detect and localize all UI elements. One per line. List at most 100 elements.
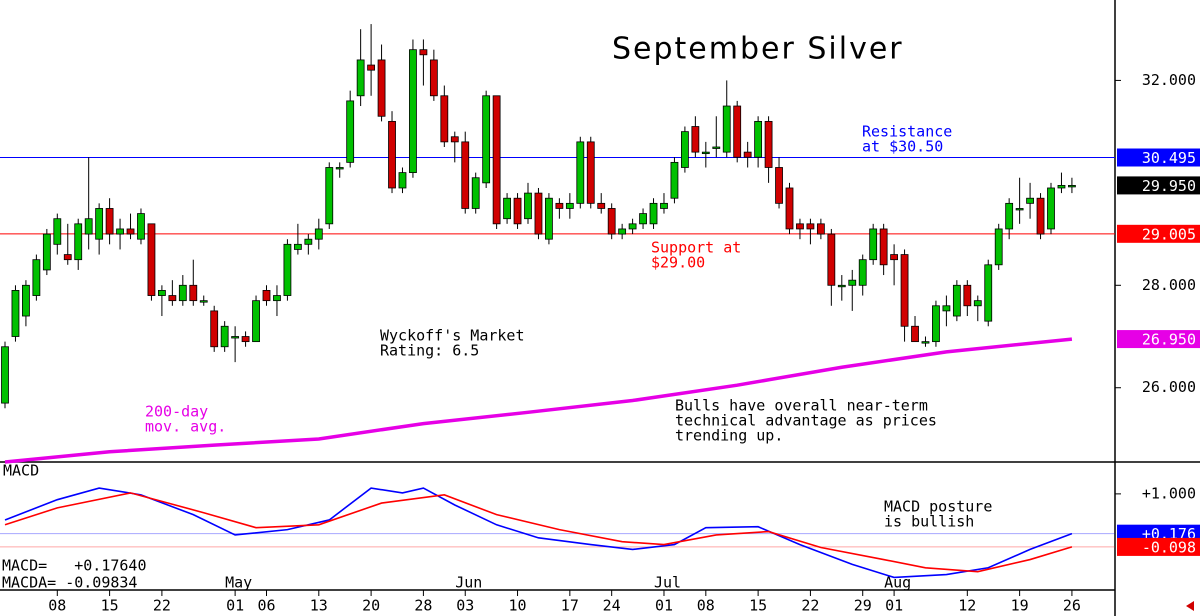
- candle-body: [335, 167, 344, 170]
- candle-body: [722, 105, 731, 153]
- level-box: [1117, 224, 1200, 243]
- candle-body: [377, 59, 386, 117]
- chart-title: September Silver: [612, 32, 904, 67]
- candle-body: [837, 284, 846, 288]
- candle-body: [210, 310, 219, 348]
- candle-body: [743, 151, 752, 158]
- candle-body: [53, 218, 62, 245]
- candle-body: [388, 120, 396, 189]
- y-tick-label: 32.000: [1142, 71, 1196, 89]
- candle-body: [816, 223, 825, 235]
- candle-body: [178, 284, 187, 302]
- line: [4, 487, 1073, 579]
- candle-body: [848, 279, 857, 286]
- candle-body: [1, 346, 9, 404]
- candle-body: [293, 243, 302, 250]
- candle-body: [869, 228, 878, 261]
- x-tick-label: 20: [362, 597, 380, 615]
- annotation: Wyckoff's Market: [380, 327, 525, 345]
- macd-title: MACD: [3, 462, 39, 480]
- y-tick-label: 28.000: [1142, 276, 1196, 294]
- x-tick-label: 15: [749, 597, 767, 615]
- x-tick-label: 26: [1063, 597, 1081, 615]
- candle-body: [231, 336, 240, 339]
- candle-body: [168, 295, 177, 302]
- annotation: Resistance: [862, 123, 952, 141]
- candle-body: [513, 197, 522, 225]
- candle-body: [1026, 197, 1034, 204]
- candle-body: [649, 202, 658, 225]
- x-tick-label: 08: [48, 597, 66, 615]
- candle-body: [670, 161, 679, 199]
- candle-body: [1005, 202, 1014, 230]
- candle-body: [304, 238, 313, 245]
- candle-body: [1068, 185, 1076, 188]
- x-tick-label: 01: [226, 597, 244, 615]
- candle-body: [952, 284, 961, 317]
- candle-body: [900, 254, 909, 327]
- candle-body: [63, 254, 72, 261]
- candle-body: [691, 126, 700, 153]
- candle-body: [273, 295, 281, 302]
- candle-body: [325, 167, 334, 225]
- candle-body: [346, 100, 355, 163]
- x-tick-label: 29: [854, 597, 872, 615]
- candle-body: [42, 233, 51, 271]
- candle-body: [461, 141, 470, 209]
- x-tick-label: 06: [257, 597, 275, 615]
- candle-body: [984, 264, 993, 322]
- candle-body: [534, 192, 543, 235]
- candle-body: [994, 228, 1003, 266]
- month-label: Jun: [455, 574, 482, 592]
- candle-body: [126, 228, 135, 235]
- level-label: 29.005: [1142, 225, 1196, 243]
- candle-body: [1047, 187, 1055, 230]
- level-box: [1117, 330, 1200, 349]
- candle-body: [597, 202, 606, 209]
- candle-body: [1015, 208, 1024, 211]
- x-tick-label: 17: [561, 597, 579, 615]
- x-tick-label: 01: [885, 597, 903, 615]
- candle-body: [220, 325, 229, 348]
- x-tick-label: 19: [1011, 597, 1029, 615]
- candle-body: [879, 228, 888, 266]
- candle-body: [628, 223, 637, 230]
- candle-body: [503, 197, 511, 220]
- candle-body: [701, 151, 710, 155]
- candle-body: [586, 141, 595, 204]
- level-label: -0.098: [1142, 538, 1196, 556]
- candle-body: [775, 167, 783, 204]
- candle-body: [157, 290, 166, 296]
- x-tick-label: 01: [655, 597, 673, 615]
- x-tick-label: 28: [414, 597, 432, 615]
- candle-body: [241, 336, 250, 343]
- candle-body: [32, 259, 41, 296]
- candle-body: [482, 95, 491, 184]
- scroll-arrow[interactable]: [1186, 601, 1194, 611]
- line: [4, 492, 1073, 573]
- candle-body: [1057, 185, 1066, 189]
- candle-body: [681, 131, 689, 168]
- level-label: 30.495: [1142, 149, 1196, 167]
- level-label: 26.950: [1142, 331, 1196, 349]
- candle-body: [252, 300, 260, 343]
- candle-body: [827, 233, 836, 286]
- candle-body: [471, 177, 480, 209]
- candle-body: [367, 64, 376, 71]
- annotation: at $30.50: [862, 138, 943, 156]
- candle-body: [440, 95, 449, 143]
- month-label: May: [225, 574, 252, 592]
- candle-body: [733, 105, 742, 158]
- level-box: [1117, 176, 1200, 195]
- candle-body: [116, 228, 124, 235]
- candle-body: [639, 213, 647, 225]
- candle-body: [1036, 197, 1045, 235]
- annotation: MACDA= -0.09834: [2, 574, 137, 592]
- candle-body: [105, 208, 114, 235]
- annotation: is bullish: [884, 513, 974, 531]
- annotation: Bulls have overall near-term: [675, 397, 928, 415]
- candle-body: [283, 243, 292, 296]
- candle-body: [492, 95, 501, 225]
- candle-body: [796, 223, 804, 230]
